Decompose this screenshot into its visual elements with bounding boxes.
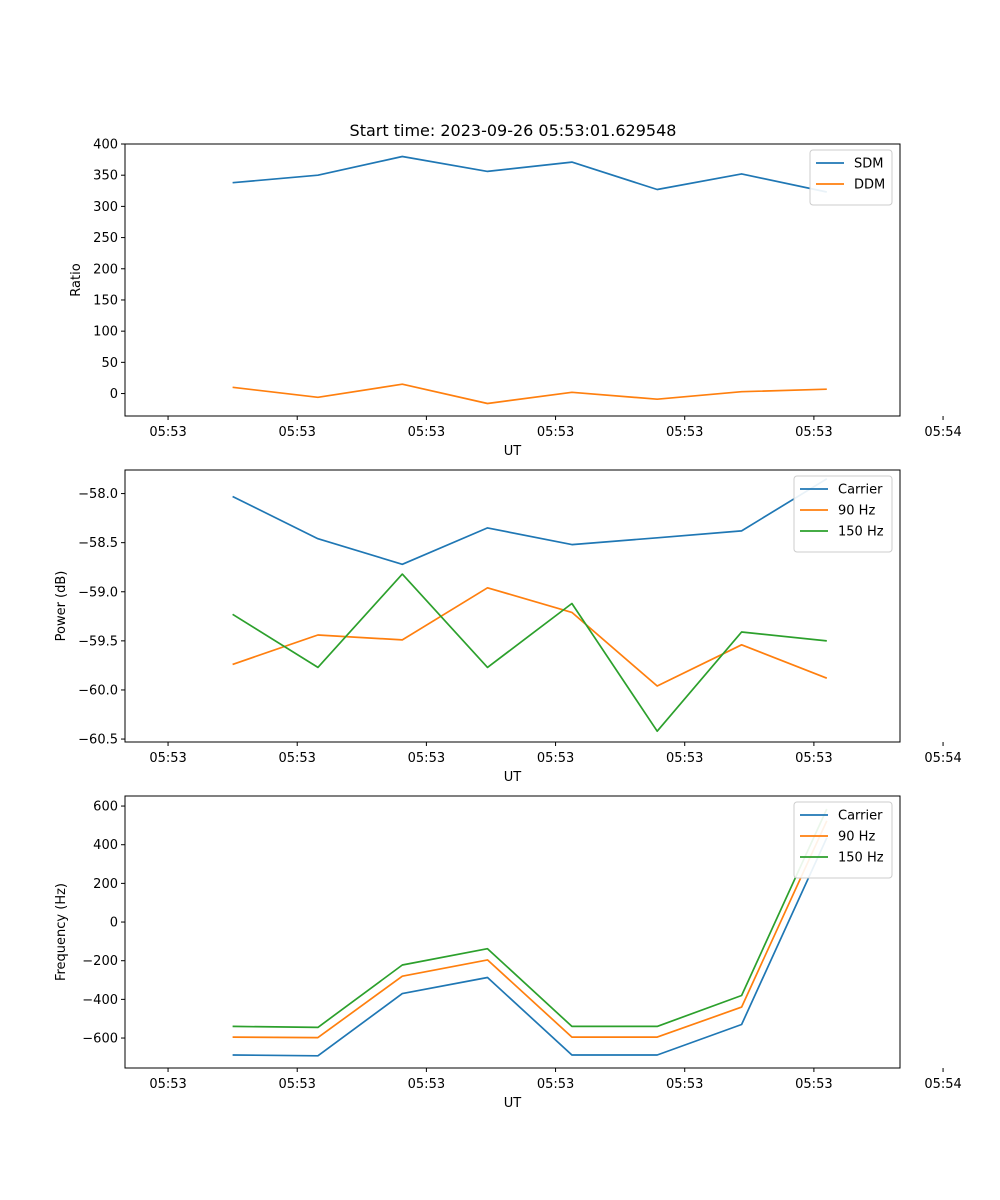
panel-3-legend-box (793, 801, 893, 879)
panel-2-x-axis-label: UT (504, 770, 522, 785)
panel-3-y-tick-label: 200 (93, 877, 118, 892)
panel-2-legend-label: 90 Hz (838, 504, 875, 519)
panel-3-y-tick-label: 600 (93, 800, 118, 815)
panel-1-x-tick-label: 05:53 (537, 425, 574, 440)
panel-2-y-tick-label: −60.0 (78, 683, 118, 698)
panel-1: 05:53 05:53 05:53 05:53 05:53 05:53 05:54 0 50 10… (69, 138, 962, 460)
panel-3-y-tick-label: 0 (110, 916, 118, 931)
panel-3-x-tick-label: 05:53 (278, 1077, 315, 1092)
panel-1-legend: SDM DDM (809, 149, 893, 206)
panel-1-y-tick-label: 250 (93, 231, 118, 246)
panel-1-y-tick-label: 100 (93, 325, 118, 340)
panel-3-y-tick-label: −200 (82, 954, 118, 969)
panel-3-legend-label: 90 Hz (838, 830, 875, 845)
panel-3-axes-frame (124, 795, 901, 1069)
panel-3-y-tick-label: −600 (82, 1032, 118, 1047)
panel-2-y-tick-label: −58.0 (78, 487, 118, 502)
panel-3-x-tick-label: 05:53 (537, 1077, 574, 1092)
panel-1-series-ddm-line (232, 383, 827, 405)
panel-3-y-tick-label: 400 (93, 838, 118, 853)
panel-2-x-tick-label: 05:53 (795, 751, 832, 766)
panel-3: 05:53 05:53 05:53 05:53 05:53 05:53 05:54 −600 −… (54, 795, 962, 1111)
panel-2-legend: Carrier 90 Hz 150 Hz (793, 475, 893, 553)
panel-2-x-tick-label: 05:53 (537, 751, 574, 766)
panel-2-x-tick-label: 05:54 (924, 751, 961, 766)
panel-1-y-axis-label: Ratio (69, 263, 84, 296)
panel-2-legend-label: 150 Hz (838, 525, 884, 540)
panel-1-x-tick-label: 05:53 (149, 425, 186, 440)
panel-3-x-tick-label: 05:54 (924, 1077, 961, 1092)
panel-3-legend-label: 150 Hz (838, 851, 884, 866)
figure-title: Start time: 2023-09-26 05:53:01.629548 (350, 121, 677, 140)
panel-2: 05:53 05:53 05:53 05:53 05:53 05:53 05:54 −60.5… (54, 469, 962, 785)
panel-3-x-tick-label: 05:53 (408, 1077, 445, 1092)
panel-1-y-tick-label: 150 (93, 293, 118, 308)
panel-1-x-tick-label: 05:53 (666, 425, 703, 440)
panel-1-series-sdm-line (232, 155, 827, 193)
panel-1-y-tick-label: 300 (93, 200, 118, 215)
panel-2-y-tick-label: −59.0 (78, 585, 118, 600)
panel-1-legend-label: DDM (854, 178, 885, 193)
panel-3-x-tick-label: 05:53 (795, 1077, 832, 1092)
panel-3-x-tick-label: 05:53 (149, 1077, 186, 1092)
panel-2-y-tick-label: −60.5 (78, 733, 118, 748)
panel-2-y-tick-label: −59.5 (78, 634, 118, 649)
panel-2-x-tick-label: 05:53 (149, 751, 186, 766)
panel-3-x-tick-label: 05:53 (666, 1077, 703, 1092)
panel-3-y-axis-label: Frequency (Hz) (54, 883, 69, 981)
panel-1-y-tick-label: 200 (93, 262, 118, 277)
panel-2-series-90-hz-line (232, 586, 828, 687)
panel-1-axes-frame (124, 143, 901, 417)
panel-2-x-tick-label: 05:53 (666, 751, 703, 766)
panel-1-legend-label: SDM (854, 157, 883, 172)
panel-1-x-axis-label: UT (504, 444, 522, 459)
panel-1-x-tick-label: 05:54 (924, 425, 961, 440)
panel-2-y-axis-label: Power (dB) (54, 571, 69, 642)
panel-2-legend-box (793, 475, 893, 553)
panel-2-x-tick-label: 05:53 (408, 751, 445, 766)
panel-1-y-tick-label: 50 (101, 356, 118, 371)
panel-2-series-carrier-line (232, 478, 828, 566)
panel-2-legend-label: Carrier (838, 483, 883, 498)
panel-2-y-tick-label: −58.5 (78, 536, 118, 551)
panel-1-y-tick-label: 0 (110, 387, 118, 402)
panel-1-x-tick-label: 05:53 (408, 425, 445, 440)
panel-3-legend: Carrier 90 Hz 150 Hz (793, 801, 893, 879)
panel-2-x-tick-label: 05:53 (278, 751, 315, 766)
panel-3-series-carrier-line (232, 837, 828, 1057)
panel-2-axes-frame (124, 469, 901, 743)
panel-2-series-150-hz-line (232, 573, 827, 733)
panel-3-series-90-hz-line (232, 820, 828, 1039)
panel-3-y-tick-label: −400 (82, 993, 118, 1008)
panels: 05:53 05:53 05:53 05:53 05:53 05:53 05:54 0 50 10… (54, 138, 962, 1112)
panel-3-legend-label: Carrier (838, 809, 883, 824)
panel-1-x-tick-label: 05:53 (795, 425, 832, 440)
panel-1-y-tick-label: 350 (93, 169, 118, 184)
panel-3-x-axis-label: UT (504, 1096, 522, 1111)
panel-1-x-tick-label: 05:53 (278, 425, 315, 440)
panel-3-series-150-hz-line (232, 808, 828, 1029)
panel-1-y-tick-label: 400 (93, 138, 118, 153)
